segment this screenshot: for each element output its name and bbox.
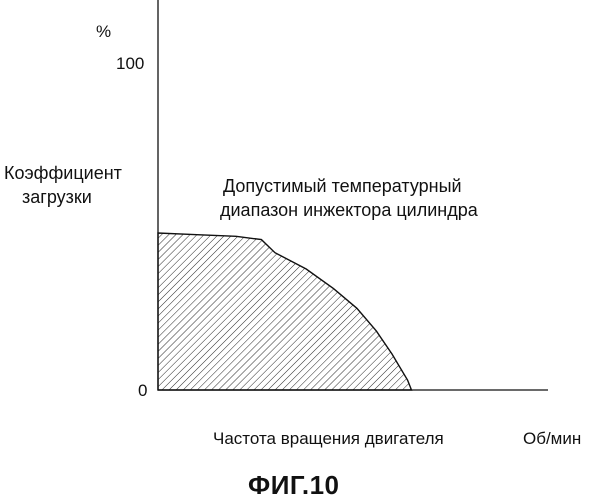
figure-label: ФИГ.10	[248, 470, 340, 501]
y-tick-label-0: 0	[138, 381, 147, 400]
permissible-range-area	[158, 233, 412, 390]
y-axis-label-line-1: Коэффициент	[4, 164, 122, 183]
region-label-line-1: Допустимый температурный	[223, 177, 462, 196]
x-axis-label: Частота вращения двигателя	[213, 429, 444, 448]
x-axis-unit: Об/мин	[523, 429, 581, 448]
y-tick-label-100: 100	[116, 54, 144, 73]
y-axis-label-line-2: загрузки	[22, 188, 92, 207]
region-label-line-2: диапазон инжектора цилиндра	[220, 201, 478, 220]
y-axis-unit: %	[96, 22, 111, 41]
